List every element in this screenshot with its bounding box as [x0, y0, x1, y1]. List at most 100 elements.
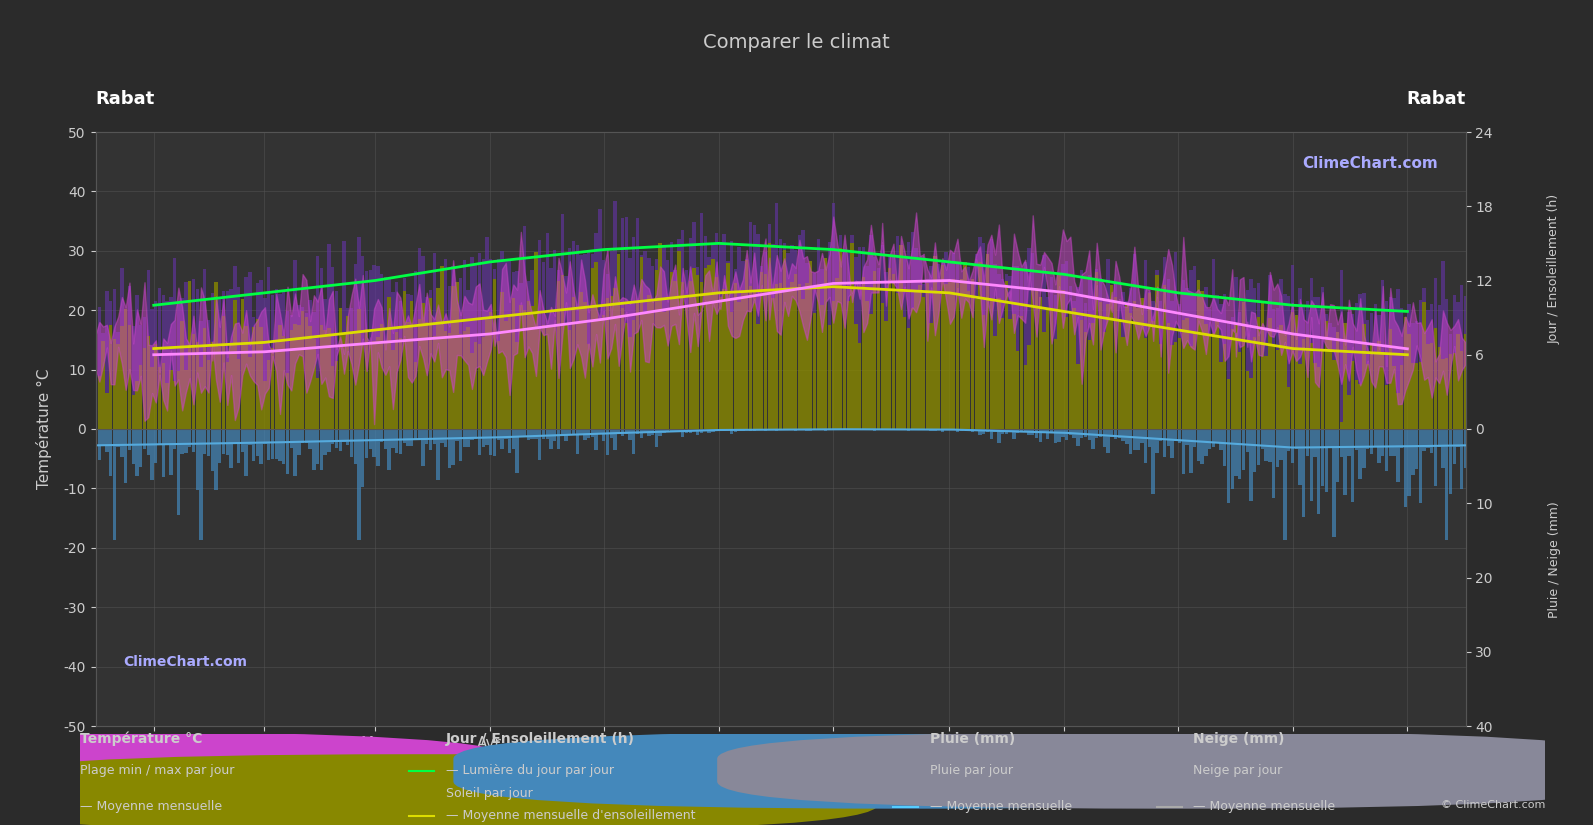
- Bar: [538, 429, 542, 460]
- Bar: [191, 279, 194, 334]
- Bar: [132, 395, 135, 429]
- Bar: [241, 299, 244, 429]
- Bar: [1395, 393, 1400, 429]
- Bar: [409, 300, 414, 429]
- Bar: [1337, 429, 1340, 483]
- Bar: [1378, 342, 1381, 429]
- Bar: [459, 429, 462, 461]
- Bar: [263, 429, 266, 444]
- FancyBboxPatch shape: [454, 732, 1362, 808]
- Bar: [616, 429, 620, 433]
- Bar: [900, 244, 903, 429]
- Bar: [158, 367, 161, 429]
- Bar: [1408, 429, 1411, 496]
- Bar: [1016, 429, 1020, 433]
- Bar: [105, 429, 108, 452]
- Bar: [511, 429, 515, 450]
- Bar: [102, 429, 105, 446]
- Bar: [1174, 429, 1177, 441]
- Bar: [903, 317, 906, 429]
- Bar: [1099, 429, 1102, 436]
- Bar: [226, 362, 229, 429]
- Bar: [1118, 319, 1121, 429]
- Bar: [327, 244, 331, 328]
- Bar: [895, 429, 898, 430]
- Bar: [809, 429, 812, 431]
- Bar: [1461, 285, 1464, 351]
- Bar: [256, 429, 260, 456]
- Bar: [970, 279, 975, 429]
- Bar: [906, 243, 910, 328]
- Bar: [1020, 270, 1023, 316]
- Bar: [1182, 320, 1185, 429]
- Bar: [350, 332, 354, 429]
- Bar: [1182, 280, 1185, 320]
- Bar: [226, 291, 229, 362]
- Bar: [1378, 429, 1381, 464]
- Bar: [1188, 346, 1193, 429]
- Bar: [323, 429, 327, 455]
- Bar: [605, 429, 609, 455]
- FancyBboxPatch shape: [0, 732, 511, 808]
- Bar: [624, 429, 628, 435]
- Bar: [892, 274, 895, 429]
- Bar: [801, 299, 804, 429]
- Bar: [572, 429, 575, 435]
- Bar: [1166, 279, 1169, 323]
- Bar: [470, 353, 473, 429]
- Bar: [1141, 429, 1144, 444]
- Bar: [948, 263, 951, 281]
- Bar: [835, 277, 838, 429]
- Bar: [1182, 429, 1185, 474]
- Bar: [663, 246, 666, 312]
- Bar: [1367, 364, 1370, 429]
- Bar: [511, 272, 515, 299]
- Bar: [486, 429, 489, 446]
- Bar: [105, 290, 108, 394]
- Bar: [516, 271, 519, 342]
- Bar: [421, 303, 425, 429]
- Bar: [734, 283, 738, 429]
- Bar: [1392, 429, 1395, 455]
- Bar: [918, 429, 921, 430]
- Bar: [1077, 364, 1080, 429]
- Bar: [475, 265, 478, 342]
- Bar: [381, 323, 384, 429]
- Text: — Moyenne mensuelle: — Moyenne mensuelle: [930, 800, 1072, 813]
- Bar: [583, 302, 586, 429]
- Bar: [1445, 357, 1448, 429]
- Bar: [429, 429, 432, 450]
- Bar: [613, 429, 616, 450]
- Bar: [817, 284, 820, 429]
- Bar: [1080, 270, 1083, 320]
- Bar: [274, 290, 277, 343]
- Bar: [779, 283, 782, 429]
- Bar: [1031, 253, 1034, 288]
- Bar: [1456, 429, 1459, 447]
- Bar: [523, 226, 526, 309]
- Bar: [1298, 429, 1301, 485]
- Bar: [685, 429, 688, 433]
- Bar: [575, 245, 578, 322]
- Bar: [417, 248, 421, 318]
- Bar: [470, 257, 473, 353]
- Bar: [1166, 323, 1169, 429]
- Bar: [710, 245, 715, 259]
- Bar: [561, 275, 564, 429]
- Bar: [135, 381, 139, 429]
- Bar: [350, 429, 354, 456]
- Bar: [365, 429, 368, 458]
- Bar: [1321, 429, 1324, 486]
- Bar: [723, 289, 726, 429]
- Bar: [116, 332, 119, 344]
- Bar: [1106, 304, 1110, 429]
- Bar: [459, 333, 462, 429]
- Bar: [373, 429, 376, 457]
- Bar: [558, 429, 561, 449]
- Bar: [666, 310, 669, 429]
- Bar: [632, 238, 636, 320]
- Bar: [628, 429, 632, 440]
- Bar: [215, 429, 218, 490]
- Bar: [790, 282, 793, 429]
- Bar: [339, 429, 342, 451]
